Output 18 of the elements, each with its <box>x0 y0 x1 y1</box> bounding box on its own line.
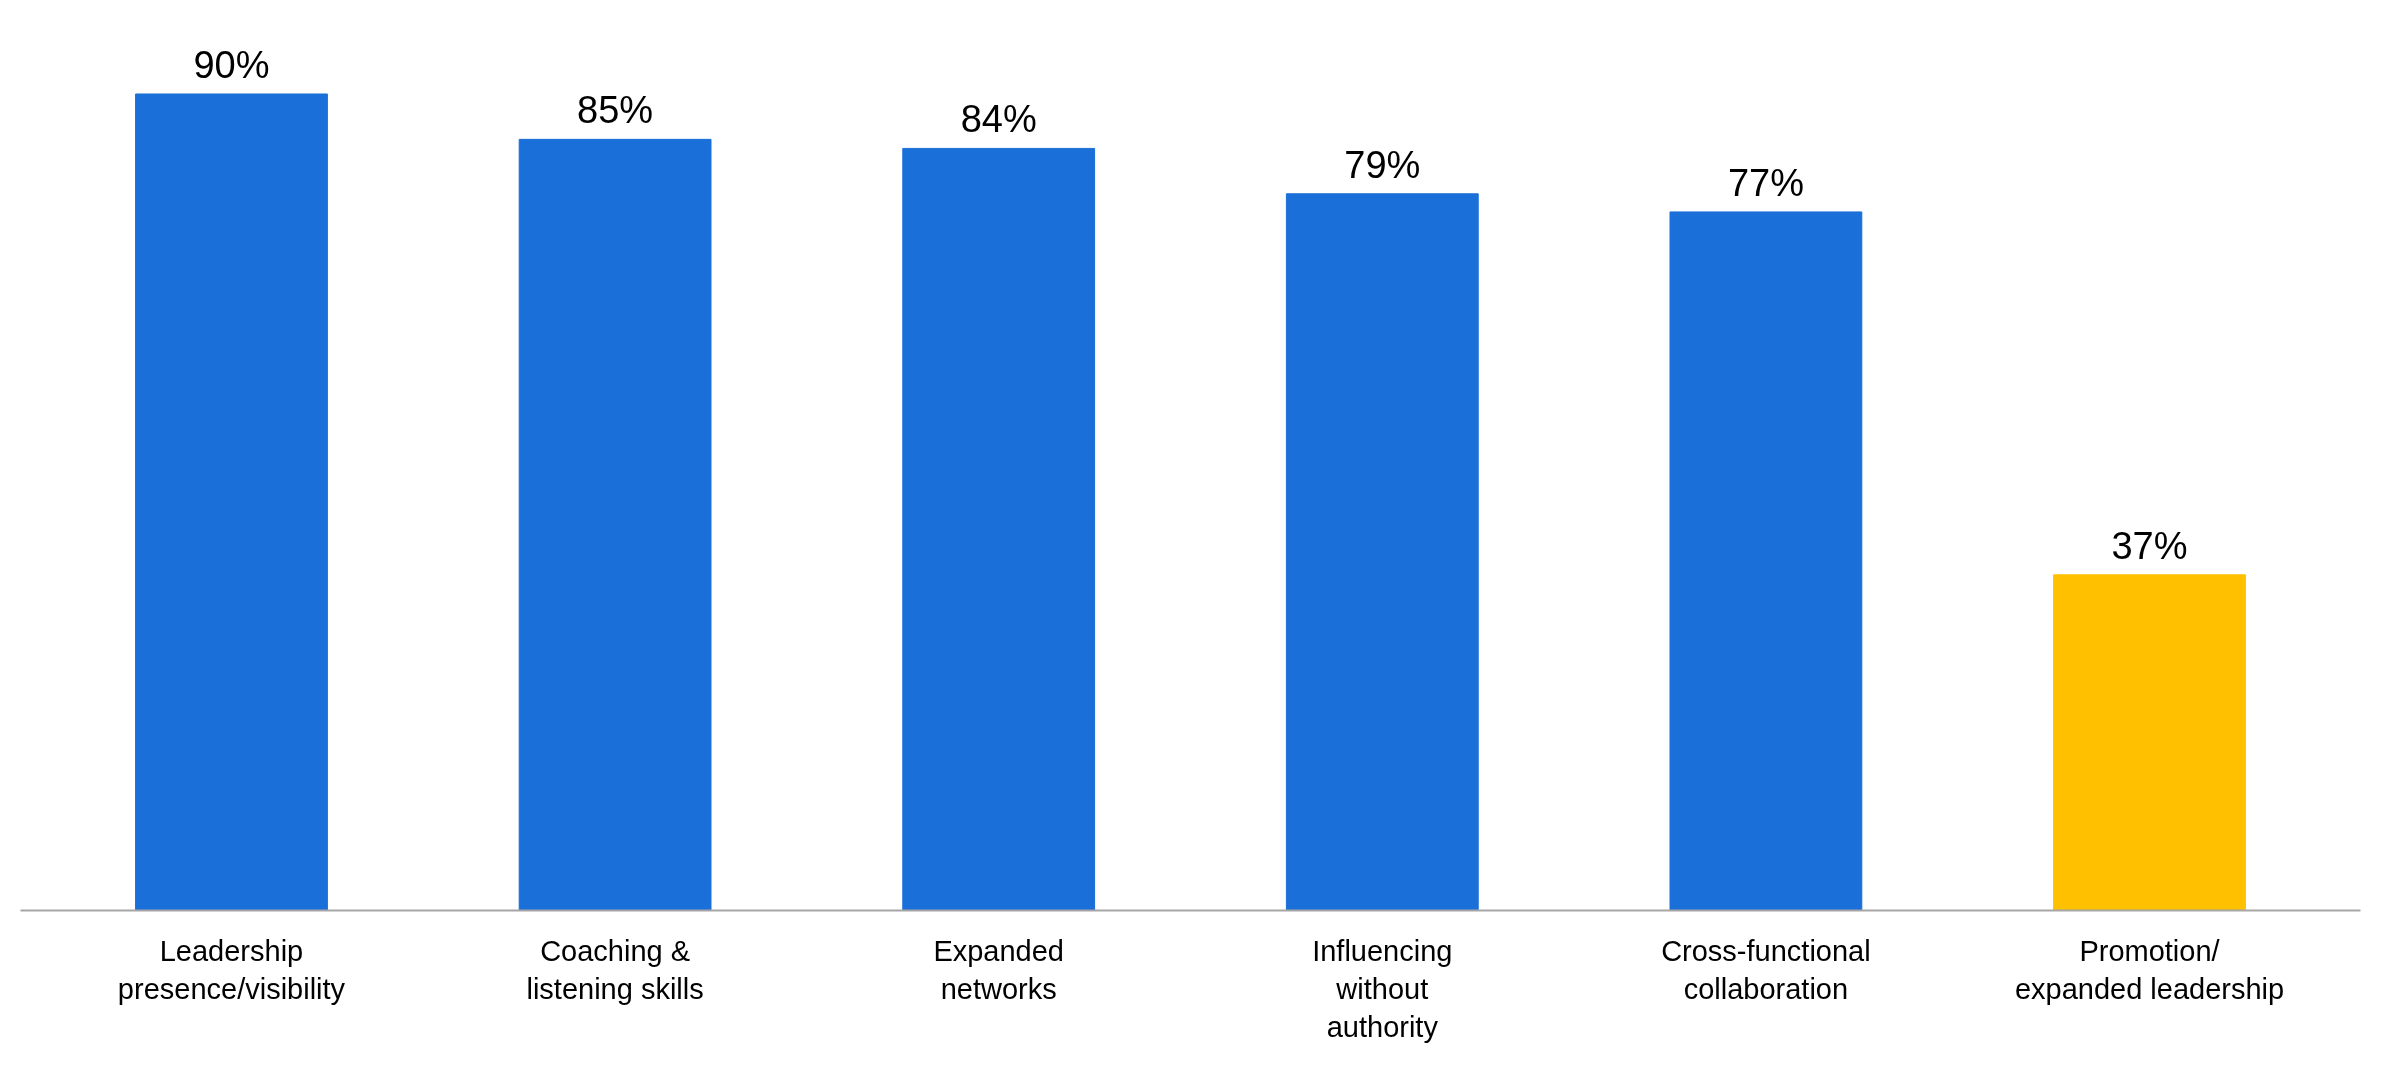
data-label: 84% <box>960 98 1037 141</box>
bar <box>902 147 1096 911</box>
x-tick-label: Leadership presence/visibility <box>117 934 346 1005</box>
bar <box>518 138 712 911</box>
x-tick-label: Coaching & listening skills <box>526 934 704 1005</box>
data-label: 37% <box>2111 524 2188 567</box>
bar <box>2053 574 2246 911</box>
data-label: 85% <box>577 89 654 132</box>
x-tick-label: Expanded networks <box>933 934 1065 1005</box>
data-label: 90% <box>193 43 270 86</box>
bar <box>1669 211 1863 911</box>
x-tick-label: Cross-functional collaboration <box>1661 934 1871 1005</box>
x-tick-label: Influencing without authority <box>1312 934 1453 1044</box>
data-label: 77% <box>1727 161 1804 204</box>
data-label: 79% <box>1344 143 1421 186</box>
x-tick-label: Promotion/ expanded leadership <box>2014 934 2285 1005</box>
bar <box>135 93 328 911</box>
bar <box>1285 193 1479 911</box>
